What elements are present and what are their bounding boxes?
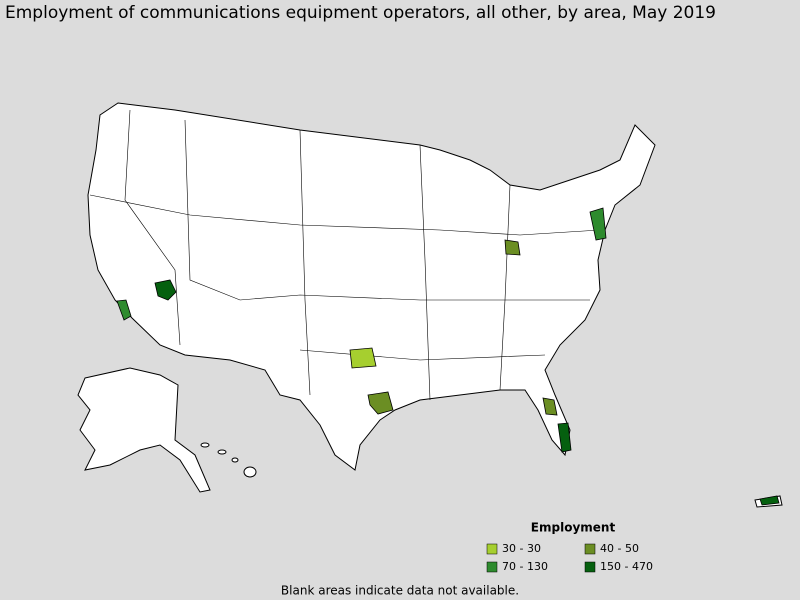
- footnote: Blank areas indicate data not available.: [281, 584, 519, 598]
- state-borders: [184, 119, 590, 301]
- highlighted-area: [557, 422, 572, 453]
- highlighted-area: [759, 495, 780, 506]
- legend-label: 70 - 130: [502, 560, 548, 573]
- legend-label: 40 - 50: [600, 542, 639, 555]
- state-borders: [299, 349, 546, 361]
- legend: 30 - 30 40 - 50 70 - 130 150 - 470: [486, 542, 653, 573]
- contiguous-us: [87, 102, 656, 471]
- legend-label: 150 - 470: [600, 560, 653, 573]
- highlighted-areas: [116, 207, 780, 506]
- state-borders: [124, 109, 181, 346]
- highlighted-area: [542, 397, 558, 416]
- hawaii: [231, 457, 239, 463]
- legend-swatch: [486, 543, 498, 555]
- hawaii: [217, 449, 227, 455]
- highlighted-area: [116, 299, 132, 321]
- legend-title: Employment: [531, 521, 616, 535]
- alaska: [77, 367, 211, 493]
- highlighted-area: [154, 279, 177, 301]
- highlighted-area: [367, 391, 394, 415]
- highlighted-area: [589, 207, 607, 241]
- map: [77, 102, 783, 508]
- state-borders: [89, 194, 601, 236]
- legend-swatch: [584, 543, 596, 555]
- state-borders: [419, 144, 431, 401]
- hawaii: [243, 466, 257, 478]
- legend-swatch: [486, 561, 498, 573]
- highlighted-area: [349, 347, 377, 369]
- hawaii: [200, 442, 210, 448]
- highlighted-area: [504, 239, 521, 256]
- state-borders: [299, 129, 311, 396]
- map-title: Employment of communications equipment o…: [5, 3, 716, 23]
- state-borders: [499, 184, 511, 391]
- legend-label: 30 - 30: [502, 542, 541, 555]
- legend-swatch: [584, 561, 596, 573]
